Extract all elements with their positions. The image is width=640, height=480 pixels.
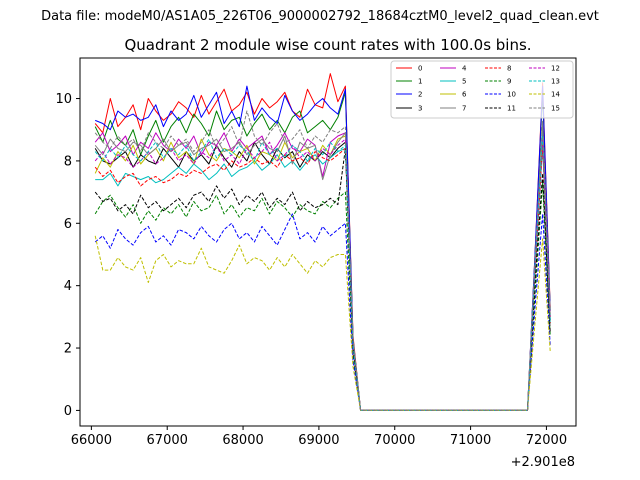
series-line-14 — [94, 235, 551, 411]
x-tick-label: 69000 — [298, 433, 339, 448]
legend-label-15: 15 — [551, 105, 560, 113]
series-line-10 — [94, 213, 551, 411]
axes-frame — [79, 57, 577, 427]
legend-label-0: 0 — [418, 65, 422, 73]
x-axis: 66000 67000 68000 69000 70000 71000 72000 — [71, 426, 567, 448]
legend-label-2: 2 — [418, 91, 422, 99]
legend-label-4: 4 — [462, 65, 467, 73]
x-tick-label: 66000 — [71, 433, 112, 448]
legend-label-5: 5 — [462, 78, 466, 86]
legend-label-8: 8 — [507, 65, 511, 73]
series-line-13 — [94, 132, 551, 411]
y-tick-label: 8 — [64, 154, 72, 169]
plot-lines — [94, 73, 551, 411]
x-offset-label: +2.901e8 — [511, 455, 575, 470]
series-line-9 — [94, 182, 551, 411]
legend-label-3: 3 — [418, 105, 422, 113]
y-tick-label: 0 — [64, 404, 72, 419]
legend-label-14: 14 — [551, 91, 560, 99]
chart-suptitle: Data file: modeM0/AS1A05_226T06_90000027… — [41, 9, 599, 24]
y-axis: 0 2 4 6 8 10 — [55, 92, 80, 419]
legend-label-10: 10 — [507, 91, 516, 99]
legend-label-1: 1 — [418, 78, 422, 86]
legend-label-7: 7 — [462, 105, 466, 113]
legend-label-13: 13 — [551, 78, 560, 86]
legend-label-6: 6 — [462, 91, 467, 99]
x-tick-label: 67000 — [147, 433, 188, 448]
x-tick-label: 71000 — [450, 433, 491, 448]
x-tick-label: 72000 — [526, 433, 567, 448]
series-line-11 — [94, 147, 551, 411]
y-tick-label: 6 — [64, 217, 72, 232]
chart-title: Quadrant 2 module wise count rates with … — [124, 36, 531, 54]
legend-label-11: 11 — [507, 105, 516, 113]
y-tick-label: 4 — [64, 279, 72, 294]
series-line-15 — [94, 110, 551, 411]
legend-label-9: 9 — [507, 78, 511, 86]
y-tick-label: 10 — [55, 92, 72, 107]
x-tick-label: 70000 — [374, 433, 415, 448]
x-tick-label: 68000 — [222, 433, 263, 448]
legend-box — [390, 60, 574, 119]
y-tick-label: 2 — [64, 342, 72, 357]
legend-label-12: 12 — [551, 65, 560, 73]
